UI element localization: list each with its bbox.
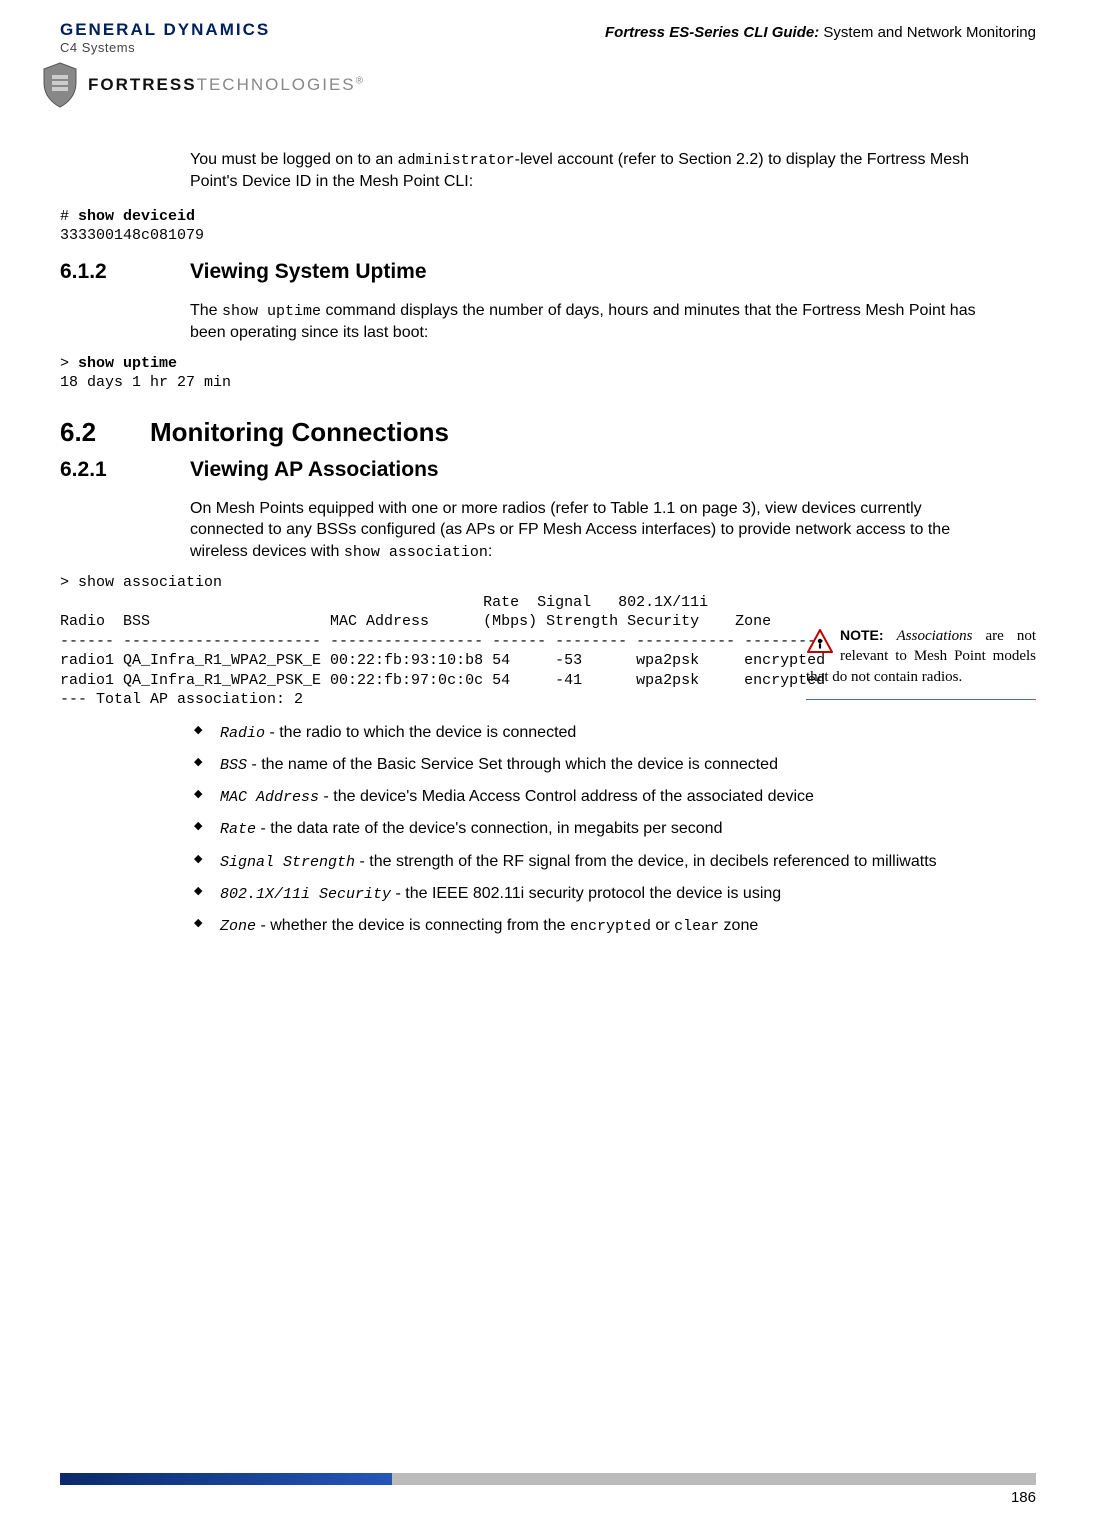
fortress-logo: FORTRESSTECHNOLOGIES® (40, 61, 1036, 109)
field-definitions-list: Radio - the radio to which the device is… (190, 722, 996, 938)
list-item: Zone - whether the device is connecting … (216, 915, 996, 937)
code-administrator: administrator (398, 152, 515, 169)
gd-logo: GENERAL DYNAMICS C4 Systems (60, 20, 270, 55)
footer-bar (60, 1473, 1036, 1485)
section-6-1-2-body: The show uptime command displays the num… (190, 300, 996, 344)
section-title: Viewing System Uptime (190, 260, 427, 284)
list-item: Radio - the radio to which the device is… (216, 722, 996, 744)
technologies-word: TECHNOLOGIES (197, 75, 356, 94)
list-item: MAC Address - the device's Media Access … (216, 786, 996, 808)
footer-bar-blue (60, 1473, 392, 1485)
note-italic: Associations (897, 628, 973, 644)
page-number: 186 (60, 1489, 1036, 1506)
shield-icon (40, 61, 80, 109)
cli-show-uptime: > show uptime 18 days 1 hr 27 min (60, 354, 996, 393)
list-item: Rate - the data rate of the device's con… (216, 818, 996, 840)
list-item: Signal Strength - the strength of the RF… (216, 851, 996, 873)
section-number: 6.2.1 (60, 458, 190, 482)
section-6-2-1-heading: 6.2.1 Viewing AP Associations (60, 458, 996, 482)
fortress-word: FORTRESS (88, 75, 197, 94)
intro-paragraph: You must be logged on to an administrato… (190, 149, 996, 193)
cli-show-deviceid: # show deviceid 333300148c081079 (60, 207, 996, 246)
gd-logo-top: GENERAL DYNAMICS (60, 20, 270, 40)
page-header: GENERAL DYNAMICS C4 Systems Fortress ES-… (60, 20, 1036, 55)
info-warning-icon (806, 628, 834, 660)
section-6-1-2-heading: 6.1.2 Viewing System Uptime (60, 260, 996, 284)
note-label: NOTE: (840, 627, 884, 643)
guide-title-rest: System and Network Monitoring (819, 24, 1036, 41)
section-title: Viewing AP Associations (190, 458, 439, 482)
section-6-2-1-body: On Mesh Points equipped with one or more… (190, 498, 996, 563)
section-number: 6.2 (60, 417, 150, 448)
gd-logo-bottom: C4 Systems (60, 40, 270, 55)
list-item: BSS - the name of the Basic Service Set … (216, 754, 996, 776)
list-item: 802.1X/11i Security - the IEEE 802.11i s… (216, 883, 996, 905)
note-sidebar: NOTE: Associations are not relevant to M… (806, 626, 1036, 700)
registered-mark: ® (356, 76, 363, 87)
header-guide-title: Fortress ES-Series CLI Guide: System and… (605, 20, 1036, 41)
section-number: 6.1.2 (60, 260, 190, 284)
section-6-2-heading: 6.2 Monitoring Connections (60, 417, 996, 448)
page-footer: 186 (60, 1473, 1036, 1506)
section-title: Monitoring Connections (150, 417, 449, 448)
guide-title-italic: Fortress ES-Series CLI Guide: (605, 24, 819, 41)
